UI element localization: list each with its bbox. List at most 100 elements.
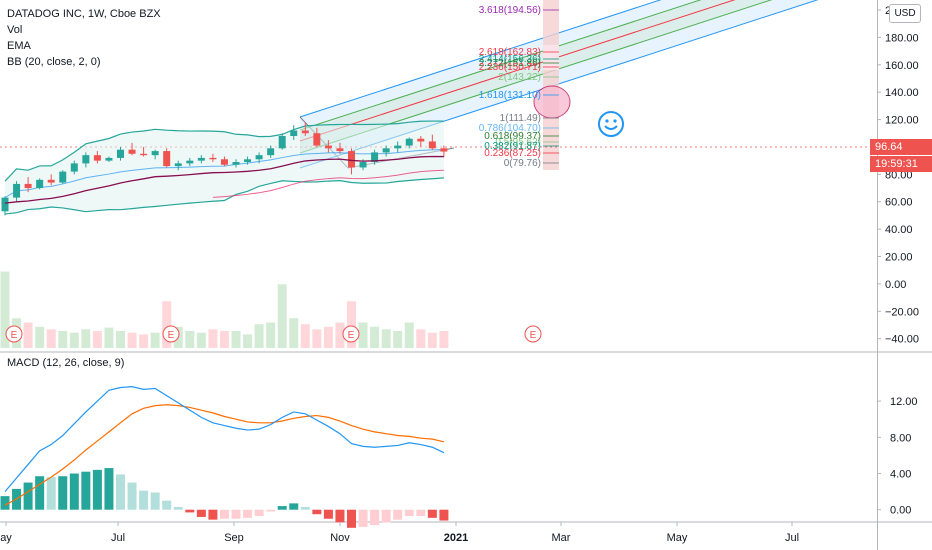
macd-histogram-bar [347,509,356,528]
volume-bar [196,332,206,348]
volume-bar [393,331,403,348]
price-axis-label: 160.00 [885,60,919,72]
volume-bar [127,332,137,348]
bb-lower [4,177,444,215]
fib-label-7: 1(111.49) [500,113,541,124]
ma-series [212,169,444,198]
smiley-face-icon[interactable] [596,109,626,139]
fib-label-6: 1.618(131.10) [479,90,541,101]
fib-labels: 3.618(194.56)2.618(162.83)2.414(156.36)2… [479,5,559,169]
price-axis-label: 120.00 [885,115,919,127]
candle-body [405,138,413,146]
volume-bar [231,331,241,348]
macd-histogram-bar [312,509,322,515]
symbol-title[interactable]: DATADOG INC, 1W, Cboe BZX [7,8,161,20]
volume-bar [69,332,79,348]
candle-body [301,130,309,134]
earnings-event-label: E [168,330,175,341]
candle-body [47,179,55,183]
candle-body [255,155,263,160]
time-axis-label: Nov [330,532,350,544]
macd-histogram-bar [81,471,91,510]
earnings-event-label: E [348,330,355,341]
bb-upper [4,120,444,182]
macd-histogram-bar [393,509,403,520]
candle-body [394,145,402,149]
price-axis-label: −20.00 [885,306,919,318]
volume-bar [23,322,33,348]
candle-body [428,141,436,149]
fib-label-9: 0.618(99.37) [484,131,541,142]
fib-label-8: 0.786(104.70) [479,123,541,134]
last-price-tag: 96.64 [870,139,932,155]
chart-legend: DATADOG INC, 1W, Cboe BZX Vol EMA BB (20… [7,6,161,70]
macd-histogram-bar [381,509,391,523]
candle-body [382,148,390,153]
macd-histogram-bar [231,509,241,519]
fib-line-0 [299,0,662,118]
macd-title[interactable]: MACD (12, 26, close, 9) [7,357,125,369]
macd-histogram-bar [370,509,380,526]
earnings-event-icon [5,325,23,343]
macd-histogram-bar [266,509,276,512]
time-axis-label: 2021 [444,532,468,544]
indicator-ema[interactable]: EMA [7,40,31,52]
volume-bar [439,331,449,348]
earnings-event-label: E [11,330,18,341]
indicator-bb[interactable]: BB (20, close, 2, 0) [7,56,101,68]
candle-body [371,152,379,163]
candle-body [290,130,298,136]
fib-label-11: 0.382(91.87) [484,141,541,152]
macd-histogram-bar [323,509,333,519]
volume-bar [254,324,264,348]
candle-body [186,160,194,164]
currency-button[interactable]: USD [889,4,921,23]
macd-histogram-bar [92,469,102,510]
macd-histogram-bar [150,492,160,510]
macd-histogram-bar [416,509,426,517]
candle-body [278,135,286,149]
candle-body [59,171,67,183]
volume-bar [185,331,195,348]
macd-histogram-bar [69,473,79,510]
price-axis-label: 0.00 [885,279,906,291]
candle-body [267,148,275,156]
candle-body [13,183,21,198]
time-axis-label: Jul [111,532,125,544]
macd-histogram-bar [208,509,218,520]
fib-line-3 [299,0,773,154]
earnings-event-label: E [530,330,537,341]
time-axis-label: Sep [224,532,244,544]
macd-histogram-bar [243,509,253,518]
volume-bar [150,332,160,348]
volume-bar [0,271,10,348]
volume-bar [416,329,426,348]
candle-body [174,163,182,167]
fib-label-5: 2(143.22) [498,72,541,83]
price-axis-label: −40.00 [885,334,919,346]
macd-histogram-bar [104,468,114,510]
volume-bar [81,329,91,348]
candle-body [105,157,113,161]
macd-histogram-bar [58,476,68,510]
macd-axis-label: 4.00 [890,469,911,481]
fib-column [543,0,559,170]
macd-histogram-bar [300,506,310,510]
indicator-vol[interactable]: Vol [7,24,23,36]
candle-body [24,183,32,189]
macd-histogram-bar [116,474,125,510]
volume-bar [323,326,333,348]
volume-bar [370,326,380,348]
candle-body [209,157,217,160]
volume-bar [139,334,149,348]
volume-bar [312,329,322,348]
candle-body [93,155,101,161]
macd-pane [0,386,449,528]
candle-body [1,197,9,212]
macd-histogram-bar [23,482,33,510]
price-axis-label: 180.00 [885,32,919,44]
macd-axis-label: 0.00 [890,505,911,517]
macd-histogram-bar [46,477,56,510]
fib-label-10: 0.5(95.62) [495,137,541,148]
